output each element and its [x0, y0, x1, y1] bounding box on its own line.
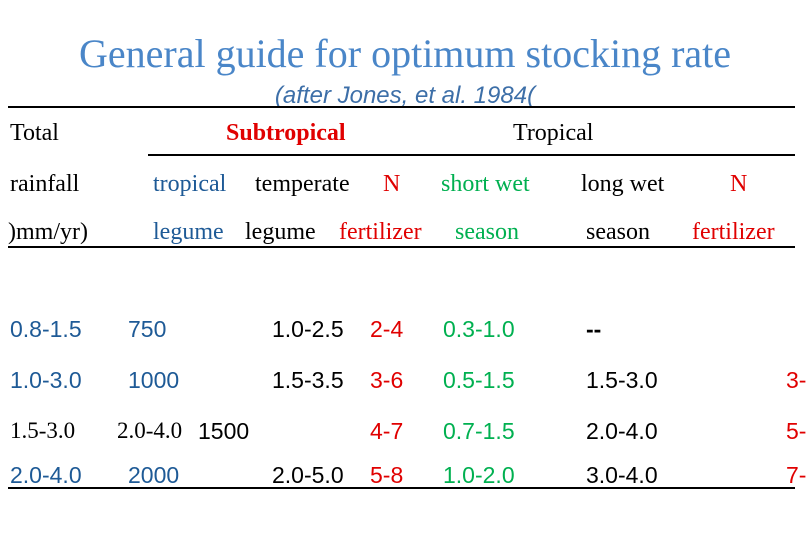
row4-tropical-legume: 2000 — [128, 462, 180, 488]
header-sub-fertilizer: fertilizer — [339, 219, 422, 245]
page-title: General guide for optimum stocking rate — [78, 31, 732, 76]
row2-long-wet: 1.5-3.0 — [586, 367, 658, 393]
row3-rainfall: 1.5-3.0 — [10, 418, 76, 443]
row4-long-wet: 3.0-4.0 — [586, 462, 658, 488]
row4-temperate-legume: 2.0-5.0 — [272, 462, 344, 488]
header-long-wet: long wet — [581, 171, 665, 197]
header-sub-temperate: temperate — [255, 171, 350, 197]
header-sub-legume-2: legume — [245, 219, 316, 245]
header-short-wet: short wet — [441, 171, 530, 197]
header-sub-tropical: tropical — [153, 171, 227, 197]
row3-tropical-legume: 1500 — [198, 418, 250, 444]
row3-short-wet: 0.7-1.5 — [443, 418, 515, 444]
row3-tr-n: 5- — [786, 418, 807, 444]
header-units: )mm/yr) — [8, 219, 88, 245]
row1-short-wet: 0.3-1.0 — [443, 316, 515, 342]
header-tr-fertilizer: fertilizer — [692, 219, 775, 245]
header-rainfall: rainfall — [10, 171, 80, 197]
header-sub-legume-1: legume — [153, 219, 224, 245]
header-bottom-rule — [8, 246, 795, 248]
row3-rainfall-b: 2.0-4.0 — [117, 418, 183, 443]
header-season-1: season — [455, 219, 519, 245]
top-rule — [8, 106, 795, 108]
table-bottom-rule — [8, 487, 795, 489]
row1-tropical-legume: 750 — [128, 316, 167, 342]
row2-tropical-legume: 1000 — [128, 367, 180, 393]
row2-rainfall: 1.0-3.0 — [10, 367, 82, 393]
row4-short-wet: 1.0-2.0 — [443, 462, 515, 488]
header-tr-n: N — [730, 171, 748, 197]
header-season-2: season — [586, 219, 650, 245]
header-tropical: Tropical — [513, 120, 594, 146]
row1-rainfall: 0.8-1.5 — [10, 316, 82, 342]
row2-tr-n: 3- — [786, 367, 807, 393]
row1-temperate-legume: 1.0-2.5 — [272, 316, 344, 342]
row2-short-wet: 0.5-1.5 — [443, 367, 515, 393]
header-sub-n: N — [383, 171, 401, 197]
row2-n-fertilizer: 3-6 — [370, 367, 404, 393]
header-subtropical: Subtropical — [226, 120, 346, 146]
header-total: Total — [10, 120, 59, 146]
page-subtitle: (after Jones, et al. 1984( — [274, 82, 536, 109]
row3-long-wet: 2.0-4.0 — [586, 418, 658, 444]
row4-tr-n: 7- — [786, 462, 807, 488]
row2-temperate-legume: 1.5-3.5 — [272, 367, 344, 393]
row4-n-fertilizer: 5-8 — [370, 462, 404, 488]
row4-rainfall: 2.0-4.0 — [10, 462, 82, 488]
group-rule — [148, 154, 795, 156]
row1-n-fertilizer: 2-4 — [370, 316, 404, 342]
row1-long-wet: -- — [586, 316, 602, 342]
row3-n-fertilizer: 4-7 — [370, 418, 404, 444]
